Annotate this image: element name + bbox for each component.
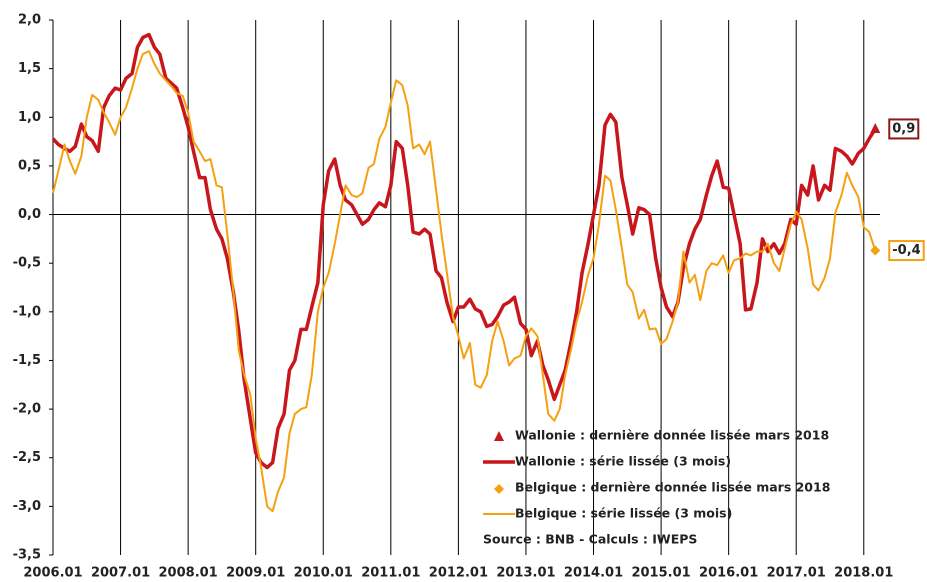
y-tick-label: 1,0	[18, 110, 41, 125]
x-tick-label: 2013.01	[496, 566, 555, 581]
y-tick-label: -3,5	[13, 548, 41, 563]
x-tick-label: 2007.01	[91, 566, 150, 581]
x-tick-label: 2010.01	[294, 566, 353, 581]
last-marker	[870, 245, 881, 256]
legend-label: Belgique : dernière donnée lissée mars 2…	[515, 480, 830, 495]
legend-label: Wallonie : série lissée (3 mois)	[515, 454, 731, 469]
legend-label: Wallonie : dernière donnée lissée mars 2…	[515, 428, 829, 443]
value-label: -0,4	[892, 243, 920, 258]
last-marker	[494, 484, 504, 494]
x-tick-label: 2006.01	[23, 566, 82, 581]
y-tick-label: -1,5	[13, 353, 41, 368]
x-tick-label: 2018.01	[834, 566, 893, 581]
y-tick-label: 2,0	[18, 13, 41, 28]
series-line	[52, 50, 877, 513]
y-tick-label: -3,0	[13, 499, 41, 514]
x-tick-label: 2016.01	[699, 566, 758, 581]
x-tick-label: 2011.01	[361, 566, 420, 581]
y-tick-label: -2,5	[13, 450, 41, 465]
last-marker	[494, 431, 504, 441]
y-tick-label: -1,0	[13, 304, 41, 319]
x-tick-label: 2012.01	[429, 566, 488, 581]
value-label: 0,9	[892, 121, 915, 136]
value-label-box	[888, 118, 920, 140]
legend-label: Belgique : série lissée (3 mois)	[515, 506, 732, 521]
y-tick-label: 1,5	[18, 61, 41, 76]
series-line	[51, 32, 877, 470]
y-tick-label: 0,0	[18, 207, 41, 222]
y-tick-label: 0,5	[18, 158, 41, 173]
x-tick-label: 2015.01	[631, 566, 690, 581]
value-label-box	[888, 240, 925, 262]
y-tick-label: -0,5	[13, 256, 41, 271]
y-tick-label: -2,0	[13, 402, 41, 417]
last-marker	[870, 122, 881, 133]
x-tick-label: 2008.01	[159, 566, 218, 581]
x-tick-label: 2017.01	[767, 566, 826, 581]
x-tick-label: 2009.01	[226, 566, 285, 581]
source-note: Source : BNB - Calculs : IWEPS	[483, 532, 697, 547]
x-tick-label: 2014.01	[564, 566, 623, 581]
